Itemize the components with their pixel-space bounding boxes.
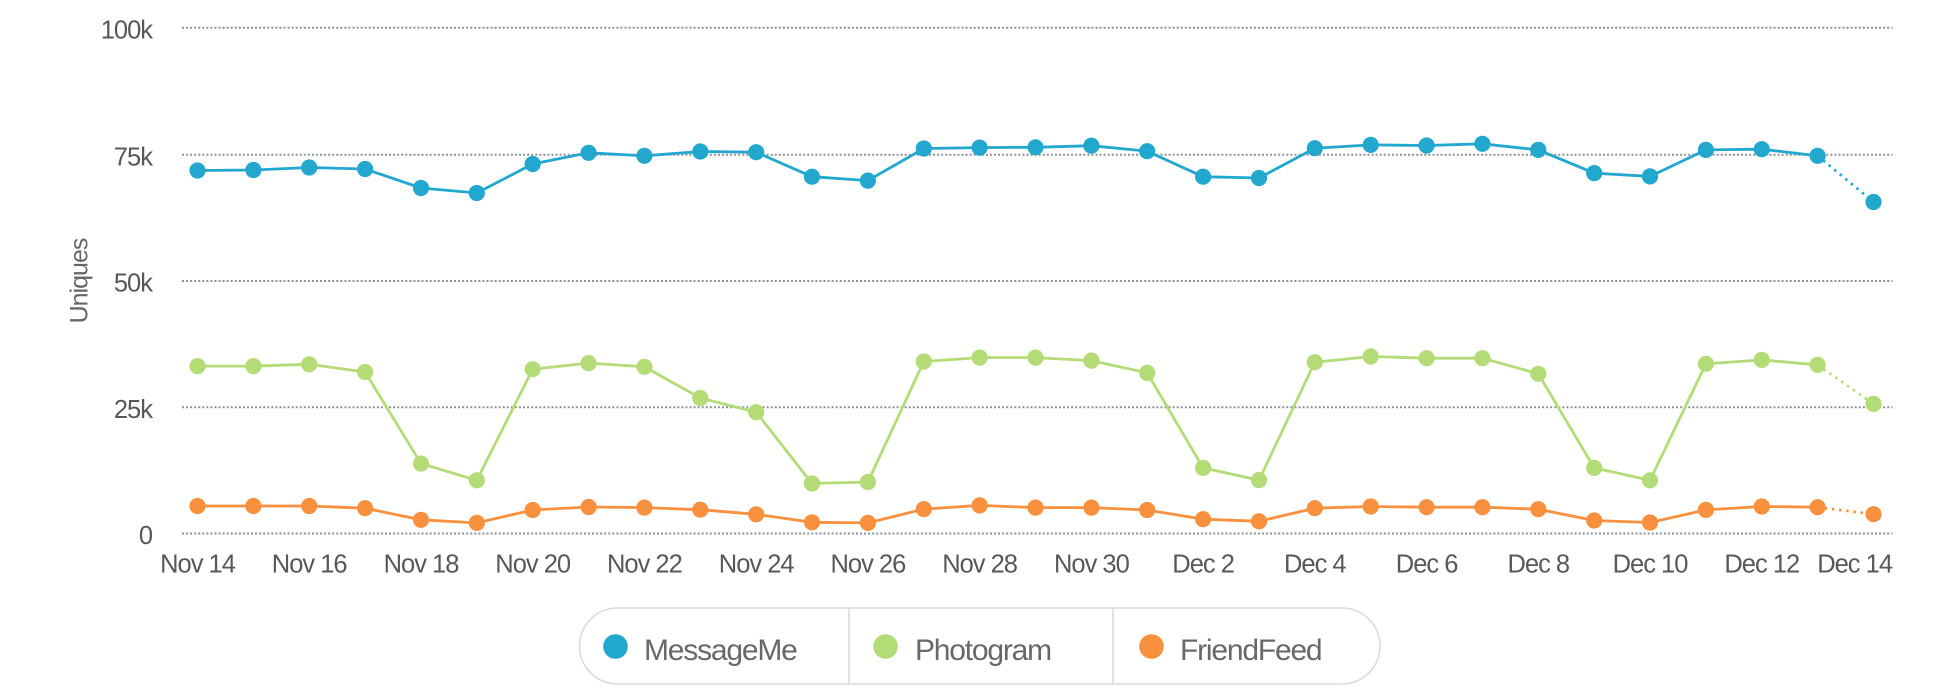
svg-text:MessageMe: MessageMe (644, 634, 797, 667)
svg-text:Nov 16: Nov 16 (272, 551, 348, 579)
svg-text:Dec 12: Dec 12 (1724, 551, 1799, 579)
svg-text:Dec 6: Dec 6 (1396, 551, 1458, 579)
svg-text:100k: 100k (101, 16, 154, 44)
svg-text:Dec 14: Dec 14 (1817, 551, 1893, 579)
svg-text:0: 0 (139, 522, 153, 550)
svg-text:Photogram: Photogram (915, 634, 1051, 667)
svg-text:Dec 8: Dec 8 (1507, 551, 1569, 579)
svg-text:Dec 10: Dec 10 (1613, 551, 1689, 579)
svg-text:Nov 24: Nov 24 (719, 551, 795, 579)
svg-text:Nov 18: Nov 18 (384, 551, 460, 579)
svg-text:Dec 4: Dec 4 (1284, 551, 1346, 579)
svg-text:Nov 26: Nov 26 (831, 551, 907, 579)
svg-text:Nov 22: Nov 22 (607, 551, 682, 579)
svg-text:Dec 2: Dec 2 (1172, 551, 1234, 579)
svg-text:50k: 50k (114, 270, 153, 298)
svg-text:75k: 75k (114, 143, 153, 171)
svg-text:Nov 28: Nov 28 (942, 551, 1018, 579)
svg-text:25k: 25k (114, 396, 153, 424)
svg-text:Uniques: Uniques (66, 238, 94, 323)
svg-text:Nov 30: Nov 30 (1054, 551, 1130, 579)
svg-text:Nov 14: Nov 14 (160, 551, 236, 579)
svg-text:FriendFeed: FriendFeed (1180, 634, 1321, 667)
svg-text:Nov 20: Nov 20 (495, 551, 571, 579)
